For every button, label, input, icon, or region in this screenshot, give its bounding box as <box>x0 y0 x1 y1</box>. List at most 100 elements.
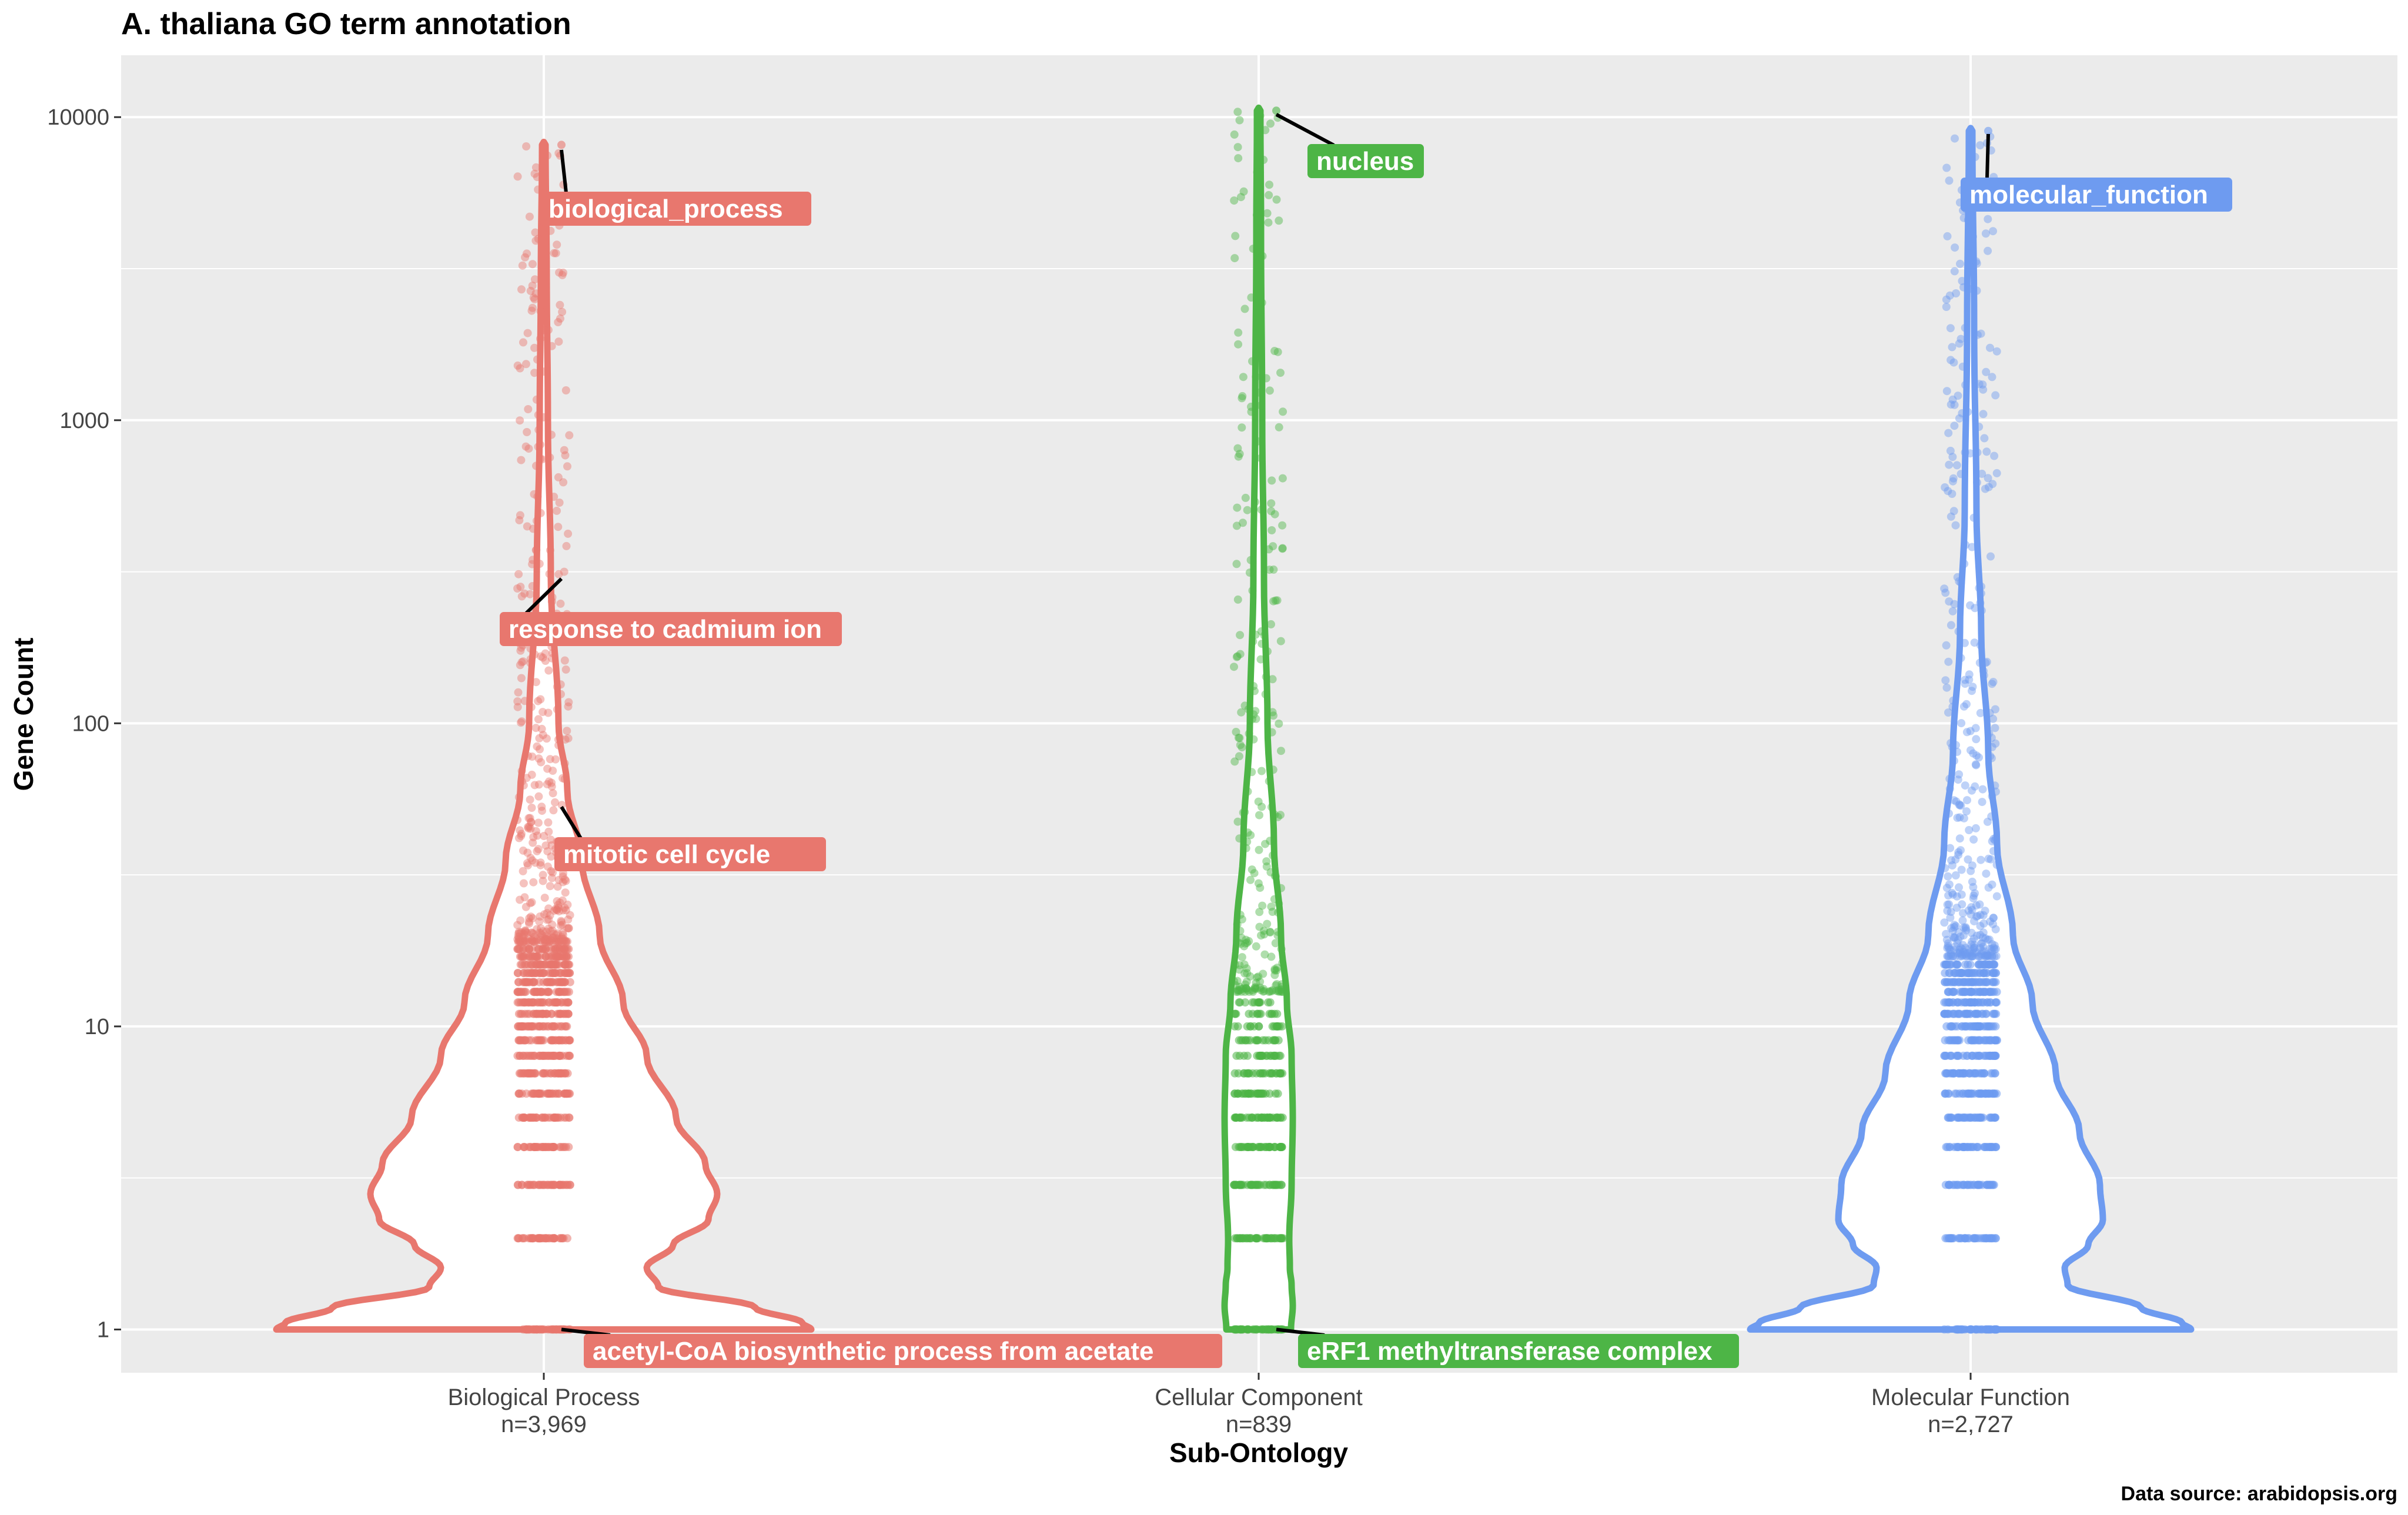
data-point <box>1942 387 1951 396</box>
data-point <box>1967 903 1976 912</box>
data-point <box>1945 945 1954 954</box>
data-point <box>1236 1325 1245 1334</box>
data-point <box>1268 1022 1277 1031</box>
data-point <box>550 934 558 942</box>
data-point <box>547 936 555 945</box>
data-source-caption: Data source: arabidopsis.org <box>2121 1483 2397 1505</box>
data-point <box>545 1143 554 1152</box>
data-point <box>1233 988 1242 996</box>
data-point <box>1265 180 1273 189</box>
data-point <box>514 570 523 578</box>
data-point <box>555 907 563 916</box>
data-point <box>554 875 563 884</box>
data-point <box>1944 943 1953 952</box>
data-point <box>543 1009 551 1018</box>
data-point <box>547 342 556 350</box>
data-point <box>1230 254 1239 263</box>
data-point <box>1233 595 1242 604</box>
data-point <box>519 938 527 947</box>
data-point <box>1273 1009 1282 1018</box>
data-point <box>519 937 528 945</box>
data-point <box>1974 952 1983 961</box>
annotation-text: molecular_function <box>1969 180 2208 209</box>
data-point <box>516 416 524 425</box>
data-point <box>1263 209 1272 218</box>
data-point <box>1266 119 1275 128</box>
data-point <box>1249 710 1258 719</box>
data-point <box>1992 833 2000 842</box>
data-point <box>548 927 557 935</box>
data-point <box>1948 952 1957 961</box>
data-point <box>557 917 566 925</box>
data-point <box>1953 747 1962 756</box>
data-point <box>1238 392 1247 400</box>
data-point <box>1972 761 1981 770</box>
data-point <box>1975 1051 1984 1060</box>
data-point <box>1947 856 1956 865</box>
data-point <box>1244 705 1253 714</box>
data-point <box>1955 801 1964 810</box>
data-point <box>527 898 536 907</box>
data-point <box>1248 768 1256 777</box>
data-point <box>1271 1089 1280 1098</box>
data-point <box>530 295 539 303</box>
data-point <box>553 897 561 905</box>
data-point <box>1246 972 1255 981</box>
data-point <box>529 838 537 847</box>
data-point <box>534 792 543 801</box>
data-point <box>1256 1143 1265 1152</box>
data-point <box>1961 448 1969 457</box>
data-point <box>564 915 573 924</box>
data-point <box>1260 927 1269 935</box>
data-point <box>1988 373 1996 382</box>
data-point <box>565 431 574 440</box>
data-point <box>1233 920 1242 929</box>
data-point <box>1942 303 1951 311</box>
data-point <box>1956 259 1964 268</box>
data-point <box>1940 918 1949 927</box>
data-point <box>535 978 544 986</box>
data-point <box>541 649 550 658</box>
data-point <box>523 249 531 258</box>
data-point <box>1966 1325 1975 1334</box>
data-point <box>531 937 540 946</box>
data-point <box>1277 987 1286 996</box>
data-point <box>521 926 530 935</box>
data-point <box>1953 939 1962 948</box>
data-point <box>1979 410 1988 419</box>
data-point <box>1278 1113 1287 1122</box>
data-point <box>1248 1113 1256 1122</box>
data-point <box>1976 589 1985 598</box>
data-point <box>1976 949 1985 958</box>
data-point <box>551 798 559 807</box>
data-point <box>1949 474 1958 483</box>
data-point <box>534 443 543 451</box>
data-point <box>543 1180 552 1189</box>
data-point <box>1266 868 1275 877</box>
data-point <box>553 240 561 249</box>
data-point <box>1951 243 1959 252</box>
data-point <box>540 935 549 944</box>
data-point <box>551 905 560 914</box>
data-point <box>1232 653 1241 661</box>
data-point <box>530 275 539 284</box>
data-point <box>1278 521 1287 530</box>
data-point <box>1957 719 1966 728</box>
data-point <box>536 652 545 661</box>
data-point <box>525 1325 534 1334</box>
category-count-label: n=839 <box>1226 1412 1292 1437</box>
data-point <box>1984 951 1992 959</box>
data-point <box>1236 927 1245 935</box>
data-point <box>1241 493 1250 502</box>
data-point <box>560 446 568 454</box>
data-point <box>1947 952 1955 961</box>
data-point <box>534 945 543 954</box>
data-point <box>1992 988 2001 996</box>
data-point <box>1274 987 1283 996</box>
data-point <box>1262 862 1271 871</box>
data-point <box>1962 700 1971 708</box>
data-point <box>1982 951 1991 960</box>
data-point <box>1278 474 1287 483</box>
data-point <box>1990 978 1999 986</box>
